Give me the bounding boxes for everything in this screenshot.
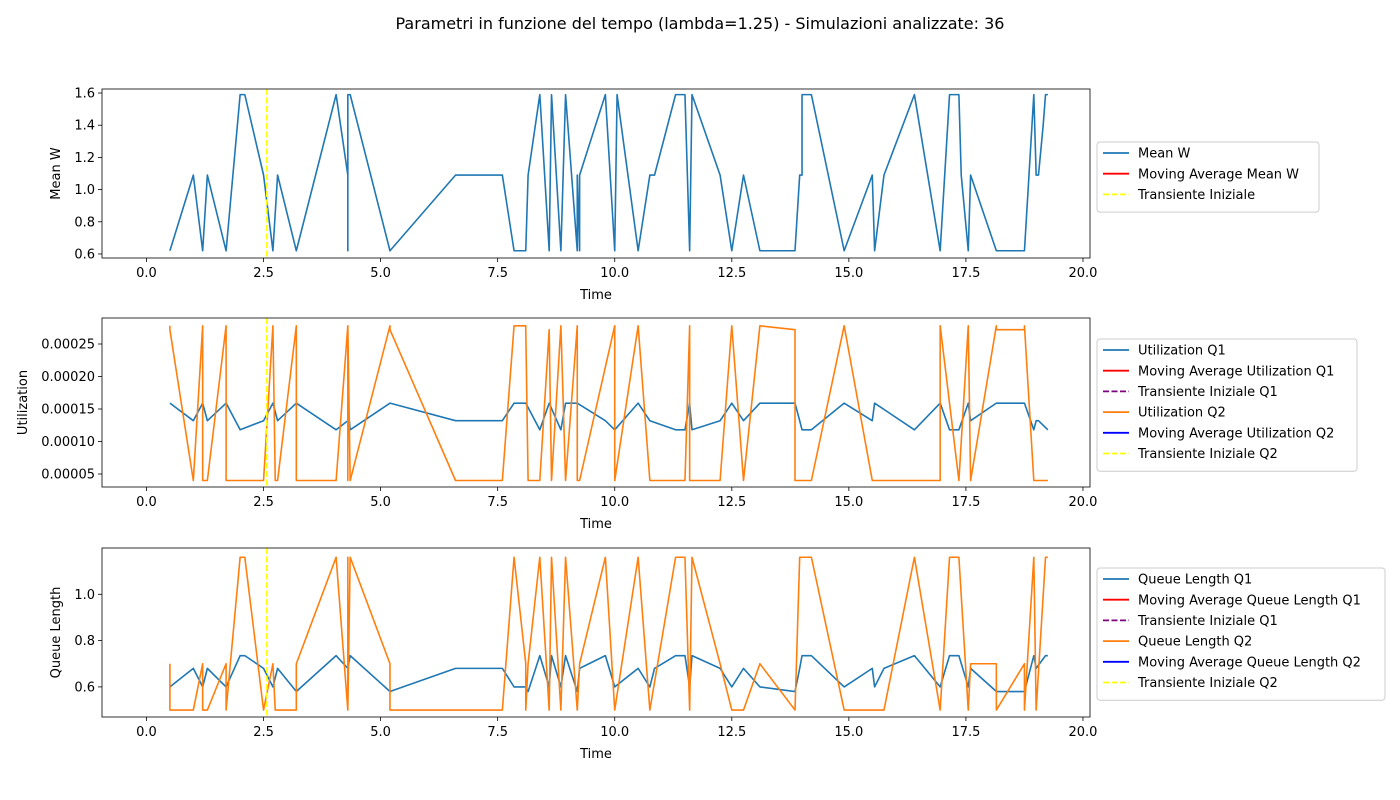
x-tick-label: 10.0 (600, 725, 629, 740)
legend-label: Utilization Q1 (1138, 344, 1226, 359)
x-tick-label: 0.0 (136, 725, 157, 740)
x-tick-label: 2.5 (253, 495, 274, 510)
legend-label: Moving Average Utilization Q1 (1138, 364, 1334, 379)
legend-label: Transiente Iniziale Q2 (1137, 676, 1278, 691)
x-tick-label: 5.0 (370, 266, 391, 281)
x-tick-label: 7.5 (487, 266, 508, 281)
y-axis-label: Queue Length (49, 587, 64, 679)
y-tick-label: 0.8 (74, 215, 95, 230)
x-tick-label: 7.5 (487, 495, 508, 510)
legend-label: Utilization Q2 (1138, 406, 1226, 421)
y-tick-label: 1.4 (74, 119, 95, 134)
legend-label: Moving Average Mean W (1138, 167, 1299, 182)
legend-box (1096, 141, 1320, 213)
figure-title: Parametri in funzione del tempo (lambda=… (396, 14, 1005, 33)
legend-label: Mean W (1138, 147, 1191, 162)
legend: Queue Length Q1 Moving Average Queue Leng… (1096, 567, 1386, 701)
x-tick-label: 0.0 (136, 495, 157, 510)
x-tick-label: 10.0 (600, 495, 629, 510)
x-tick-label: 17.5 (951, 725, 980, 740)
x-tick-label: 20.0 (1068, 266, 1097, 281)
series-line-utilization-q2 (169, 324, 1048, 482)
x-axis-label: Time (579, 747, 612, 762)
series-line-queue-length-q2 (169, 556, 1048, 711)
x-axis-label: Time (579, 517, 612, 532)
y-tick-label: 0.6 (74, 680, 95, 695)
x-tick-label: 20.0 (1068, 725, 1097, 740)
subplots: 0.0 2.5 5.0 7.5 10.0 12.5 15.0 17.5 20.0 0.6 0.8 1.… (16, 87, 1386, 762)
legend-box (1096, 338, 1358, 472)
x-tick-label: 15.0 (834, 725, 863, 740)
axes-frame (101, 317, 1091, 488)
x-tick-label: 5.0 (370, 725, 391, 740)
axes-frame (101, 547, 1091, 718)
legend: Mean W Moving Average Mean W Transiente In… (1096, 141, 1320, 213)
axes-frame (101, 88, 1091, 259)
subplot-3: 0.0 2.5 5.0 7.5 10.0 12.5 15.0 17.5 20.0 0.6 0.8 1.… (49, 547, 1386, 762)
x-tick-label: 2.5 (253, 725, 274, 740)
x-tick-label: 12.5 (717, 495, 746, 510)
x-tick-label: 2.5 (253, 266, 274, 281)
x-tick-label: 12.5 (717, 725, 746, 740)
y-tick-label: 0.6 (74, 247, 95, 262)
legend-label: Moving Average Utilization Q2 (1138, 426, 1334, 441)
x-tick-label: 17.5 (951, 266, 980, 281)
x-axis-label: Time (579, 288, 612, 303)
x-tick-label: 15.0 (834, 495, 863, 510)
y-tick-label: 0.8 (74, 634, 95, 649)
y-tick-label: 1.0 (74, 183, 95, 198)
x-tick-label: 5.0 (370, 495, 391, 510)
x-tick-label: 15.0 (834, 266, 863, 281)
x-tick-label: 17.5 (951, 495, 980, 510)
x-tick-label: 12.5 (717, 266, 746, 281)
legend-label: Transiente Iniziale Q1 (1137, 385, 1278, 400)
legend-label: Transiente Iniziale Q2 (1137, 447, 1278, 462)
y-tick-label: 1.0 (74, 588, 95, 603)
y-tick-label: 0.00005 (41, 468, 95, 483)
legend-label: Queue Length Q2 (1138, 635, 1252, 650)
legend-box (1096, 567, 1386, 701)
legend-label: Transiente Iniziale Q1 (1137, 614, 1278, 629)
x-tick-label: 10.0 (600, 266, 629, 281)
y-axis-label: Utilization (16, 370, 31, 435)
y-tick-label: 0.00020 (41, 370, 95, 385)
y-tick-label: 0.00025 (41, 338, 95, 353)
legend-label: Moving Average Queue Length Q1 (1138, 593, 1361, 608)
y-tick-label: 0.00015 (41, 403, 95, 418)
x-tick-label: 7.5 (487, 725, 508, 740)
subplot-1: 0.0 2.5 5.0 7.5 10.0 12.5 15.0 17.5 20.0 0.6 0.8 1.… (49, 87, 1320, 303)
series-line-mean-w (169, 93, 1048, 252)
y-tick-label: 1.6 (74, 87, 95, 102)
y-axis-label: Mean W (49, 147, 64, 200)
x-tick-label: 0.0 (136, 266, 157, 281)
legend-label: Queue Length Q1 (1138, 573, 1252, 588)
subplot-2: 0.0 2.5 5.0 7.5 10.0 12.5 15.0 17.5 20.0 0.00005 0… (16, 317, 1358, 532)
legend-label: Moving Average Queue Length Q2 (1138, 655, 1361, 670)
y-tick-label: 0.00010 (41, 435, 95, 450)
legend: Utilization Q1 Moving Average Utilization… (1096, 338, 1358, 472)
y-tick-label: 1.2 (74, 151, 95, 166)
legend-label: Transiente Iniziale (1137, 188, 1255, 203)
x-tick-label: 20.0 (1068, 495, 1097, 510)
